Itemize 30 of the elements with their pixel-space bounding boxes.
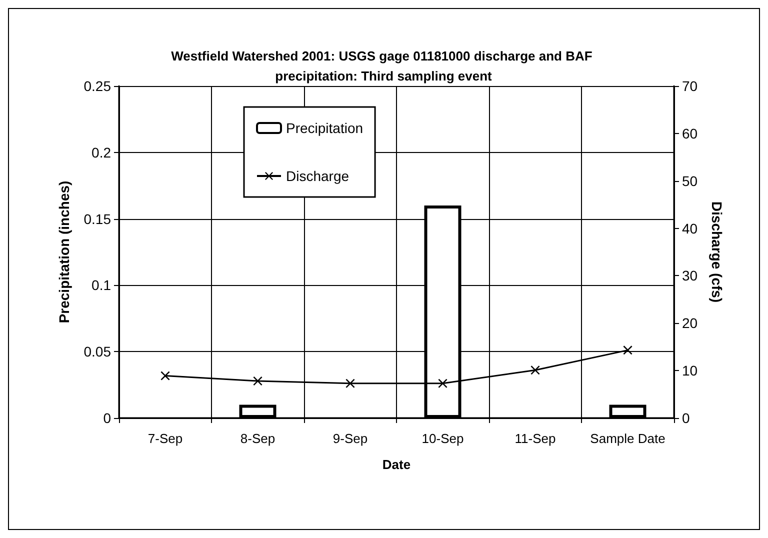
y2-tick-label: 70 (682, 78, 698, 94)
chart-title: Westfield Watershed 2001: USGS gage 01181000 discharge and BAF precipitation: Third sampling event (171, 48, 596, 84)
y-tick-label: 0 (103, 410, 112, 426)
y2-tick-label: 10 (682, 362, 698, 379)
legend-label: Discharge (286, 168, 350, 184)
point (253, 376, 262, 386)
x-axis-title: Date (382, 457, 411, 472)
y-tick-label: 0.15 (84, 210, 112, 227)
y2-tick-label: 30 (682, 268, 698, 284)
y2-tick-label: 50 (682, 172, 698, 189)
y2-tick-label: 0 (682, 410, 690, 426)
x-tick-label: Sample Date (590, 431, 666, 446)
point (346, 378, 355, 388)
y-axis-title: Precipitation (inches) (56, 180, 72, 324)
legend-label: Precipitation (286, 120, 364, 136)
x-tick-label: 8-Sep (240, 431, 276, 446)
y-tick-label: 0.2 (92, 144, 112, 160)
x-tick-label: 10-Sep (422, 431, 464, 446)
y-tick-label: 0.05 (84, 344, 112, 360)
y-tick-label: 0.1 (92, 277, 112, 294)
y2-tick-label: 60 (682, 125, 698, 142)
y2-tick-label: 40 (682, 220, 698, 236)
point (438, 378, 448, 388)
x-tick-label: 11-Sep (514, 431, 556, 446)
y2-tick-label: 20 (682, 315, 698, 332)
x-tick-label: 9-Sep (332, 431, 368, 446)
x-tick-label: 7-Sep (148, 431, 183, 446)
y2-axis-title: Discharge (cfs) (709, 201, 725, 303)
point (530, 366, 540, 375)
y-tick-label: 0.25 (84, 78, 112, 94)
